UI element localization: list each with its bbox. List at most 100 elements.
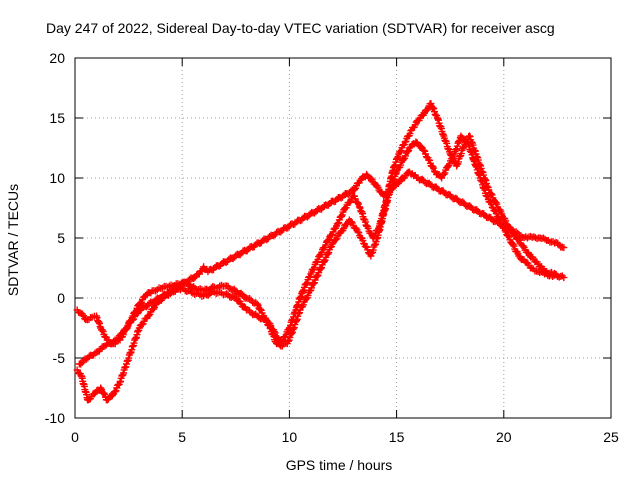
y-tick-label: -10 (45, 410, 65, 426)
data-point (429, 163, 437, 170)
y-axis-title: SDTVAR / TECUs (5, 184, 21, 296)
data-point (246, 295, 254, 303)
data-point (459, 144, 467, 152)
data-point (334, 220, 342, 228)
x-tick-label: 25 (603, 429, 619, 445)
data-point (223, 290, 231, 298)
data-point (90, 390, 98, 398)
data-point (553, 272, 561, 280)
data-point (552, 271, 560, 279)
y-axis: -10 -5 0 5 10 15 20 (45, 50, 611, 426)
data-point (363, 170, 371, 178)
data-point (504, 232, 512, 240)
data-point (417, 142, 425, 150)
data-point (423, 106, 431, 114)
series-track-c (75, 168, 568, 368)
data-point (77, 360, 85, 368)
data-point (324, 250, 332, 258)
data-point (259, 314, 267, 322)
y-tick-label: 5 (57, 230, 65, 246)
data-point (145, 312, 153, 320)
data-point (133, 310, 141, 318)
data-point (270, 328, 278, 336)
x-axis: 0 5 10 15 20 25 (71, 58, 619, 445)
x-axis-title: GPS time / hours (286, 457, 393, 473)
data-point (253, 300, 261, 308)
data-point (425, 179, 433, 187)
data-point (310, 209, 318, 217)
data-point (229, 255, 237, 263)
data-point (236, 251, 244, 259)
data-point (420, 146, 428, 154)
data-point (404, 148, 412, 156)
data-point (150, 305, 158, 313)
data-point (541, 235, 549, 243)
y-tick-label: 15 (49, 110, 65, 126)
data-point (355, 203, 363, 211)
data-point (560, 244, 568, 252)
data-point (190, 275, 198, 283)
data-point (129, 316, 137, 324)
data-point (539, 268, 547, 276)
data-point (204, 291, 212, 299)
data-point (270, 232, 278, 240)
data-point (509, 240, 517, 248)
y-tick-label: -5 (53, 350, 66, 366)
data-point (367, 174, 375, 182)
data-point (512, 228, 520, 236)
data-point (351, 186, 359, 194)
data-point (303, 280, 311, 288)
data-point (560, 274, 568, 282)
x-tick-label: 0 (71, 429, 79, 445)
data-point (429, 104, 437, 112)
data-point (396, 148, 404, 156)
chart-title: Day 247 of 2022, Sidereal Day-to-day VTE… (46, 20, 555, 36)
data-point (100, 389, 108, 397)
data-point (332, 236, 340, 244)
data-point (488, 203, 496, 211)
data-point (226, 284, 234, 292)
data-point (299, 287, 307, 295)
data-point (118, 330, 126, 338)
data-point (97, 384, 105, 392)
data-point (440, 170, 448, 178)
data-point (149, 299, 157, 307)
data-point (519, 242, 527, 250)
x-tick-label: 20 (496, 429, 512, 445)
data-point (324, 236, 332, 244)
data-point (347, 218, 355, 226)
data-point (98, 326, 106, 334)
data-point (111, 388, 119, 396)
data-point (506, 224, 514, 232)
data-point (405, 144, 413, 152)
data-point (273, 333, 281, 341)
data-point (354, 228, 362, 236)
grid (75, 58, 611, 418)
x-tick-label: 15 (389, 429, 405, 445)
data-point (313, 272, 321, 280)
data-point (338, 212, 346, 220)
data-point (382, 191, 390, 199)
data-point (346, 198, 354, 206)
data-point (317, 265, 325, 273)
x-tick-label: 5 (178, 429, 186, 445)
y-tick-label: 20 (49, 50, 65, 66)
y-tick-label: 0 (57, 290, 65, 306)
data-point (320, 257, 328, 265)
data-point (354, 199, 362, 207)
data-point (237, 289, 245, 297)
data-point (317, 205, 325, 213)
data-point (431, 110, 439, 118)
data-point (79, 310, 87, 318)
x-tick-label: 10 (282, 429, 298, 445)
data-point (466, 202, 474, 210)
data-points (73, 100, 568, 404)
data-point (549, 238, 557, 246)
data-point (255, 313, 263, 321)
data-point (277, 228, 285, 236)
y-tick-label: 10 (49, 170, 65, 186)
data-point (310, 280, 318, 288)
data-point (256, 305, 264, 313)
data-point (138, 321, 146, 329)
